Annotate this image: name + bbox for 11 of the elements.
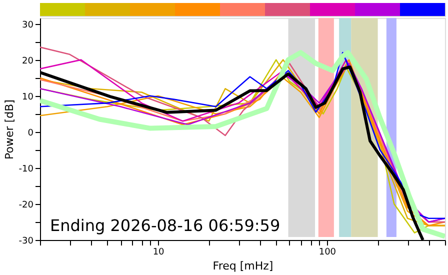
y-tick-label: -20 xyxy=(18,200,34,210)
y-tick-label: 10 xyxy=(22,92,34,102)
y-tick-label: -10 xyxy=(18,164,34,174)
y-tick-label: 30 xyxy=(22,20,34,30)
y-axis-title: Power [dB] xyxy=(2,100,16,160)
y-tick-label: 20 xyxy=(22,56,34,66)
annotation: Ending 2026-08-16 06:59:59 xyxy=(50,216,280,235)
x-tick-label: 100 xyxy=(318,248,336,258)
y-tick-label: 0 xyxy=(28,128,34,138)
x-axis-title: Freq [mHz] xyxy=(212,260,274,272)
y-tick-label: -30 xyxy=(18,236,34,246)
